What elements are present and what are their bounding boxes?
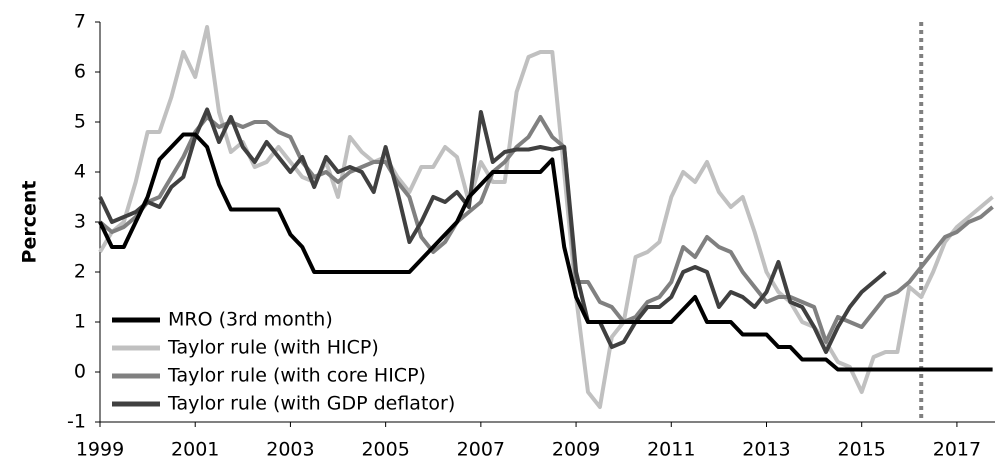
x-tick-label: 2013: [742, 439, 790, 461]
legend-label: Taylor rule (with core HICP): [167, 365, 426, 387]
legend-label: Taylor rule (with HICP): [167, 337, 379, 359]
series-line: [98, 132, 993, 372]
x-tick-label: 2011: [647, 439, 695, 461]
legend-label: MRO (3rd month): [168, 309, 333, 331]
y-tick-label: -1: [67, 411, 86, 433]
x-tick-label: 2017: [933, 439, 981, 461]
x-tick-label: 2005: [361, 439, 409, 461]
y-tick-label: 0: [74, 361, 86, 383]
y-tick-label: 1: [74, 311, 86, 333]
x-tick-label: 2003: [266, 439, 314, 461]
y-tick-label: 3: [74, 211, 86, 233]
y-tick-label: 4: [74, 161, 86, 183]
y-tick-label: 2: [74, 261, 86, 283]
series-line: [98, 107, 887, 354]
y-tick-label: 5: [74, 111, 86, 133]
x-tick-label: 2009: [552, 439, 600, 461]
y-tick-label: 6: [74, 61, 86, 83]
legend-label: Taylor rule (with GDP deflator): [167, 393, 455, 415]
y-tick-label: 7: [74, 11, 86, 33]
x-tick-label: 2015: [838, 439, 886, 461]
x-tick-label: 1999: [76, 439, 124, 461]
x-tick-label: 2007: [457, 439, 505, 461]
x-tick-label: 2001: [171, 439, 219, 461]
y-axis-label: Percent: [19, 181, 41, 264]
